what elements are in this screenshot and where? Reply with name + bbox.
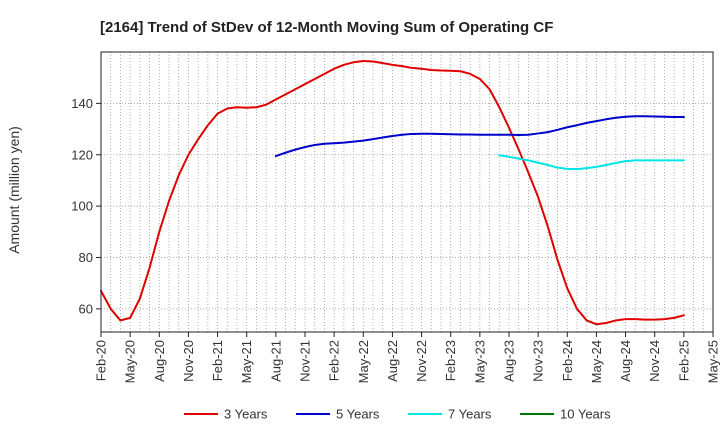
x-tick-label: May-22: [356, 340, 371, 383]
x-ticks: Feb-20 May-20 Aug-20 Nov-20 Feb-21 May-21 Aug-…: [94, 332, 720, 383]
x-tick-label: May-20: [123, 340, 138, 383]
grid: [101, 52, 713, 332]
x-tick-label: Feb-22: [327, 340, 342, 381]
x-tick-label: Feb-24: [560, 340, 575, 381]
x-tick-label: Aug-20: [152, 340, 167, 382]
plot-frame: [100, 51, 714, 333]
y-tick-label: 120: [71, 147, 93, 162]
y-tick-label: 140: [71, 96, 93, 111]
x-tick-label: May-23: [472, 340, 487, 383]
x-tick-label: Nov-23: [531, 340, 546, 382]
x-tick-label: Nov-22: [414, 340, 429, 382]
y-tick-label: 100: [71, 199, 93, 214]
x-tick-label: Feb-23: [443, 340, 458, 381]
x-tick-label: Aug-21: [268, 340, 283, 382]
x-tick-label: Nov-24: [647, 340, 662, 382]
series-line-3-years: [100, 59, 685, 326]
series-layer: [100, 59, 685, 326]
x-tick-label: May-25: [706, 340, 720, 383]
legend-label-5-years: 5 Years: [336, 407, 380, 422]
x-tick-label: Nov-21: [298, 340, 313, 382]
x-tick-label: Feb-21: [210, 340, 225, 381]
legend-label-3-years: 3 Years: [224, 407, 268, 422]
legend-label-10-years: 10 Years: [560, 407, 611, 422]
x-tick-label: May-24: [589, 340, 604, 383]
y-tick-label: 80: [79, 250, 93, 265]
x-tick-label: Aug-24: [618, 340, 633, 382]
x-tick-label: Aug-23: [502, 340, 517, 382]
x-tick-label: Feb-25: [676, 340, 691, 381]
chart-title: [2164] Trend of StDev of 12-Month Moving…: [100, 19, 553, 36]
series-line-7-years: [498, 154, 685, 171]
y-ticks: 60 80 100 120 140: [71, 96, 101, 316]
x-tick-label: May-21: [239, 340, 254, 383]
y-tick-label: 60: [79, 301, 93, 316]
x-tick-label: Nov-20: [181, 340, 196, 382]
x-tick-label: Aug-22: [385, 340, 400, 382]
series-line-5-years: [274, 115, 685, 158]
legend: 3 Years 5 Years 7 Years 10 Years: [184, 407, 611, 422]
legend-label-7-years: 7 Years: [448, 407, 492, 422]
y-axis-label: Amount (million yen): [6, 126, 22, 254]
x-tick-label: Feb-20: [94, 340, 109, 381]
